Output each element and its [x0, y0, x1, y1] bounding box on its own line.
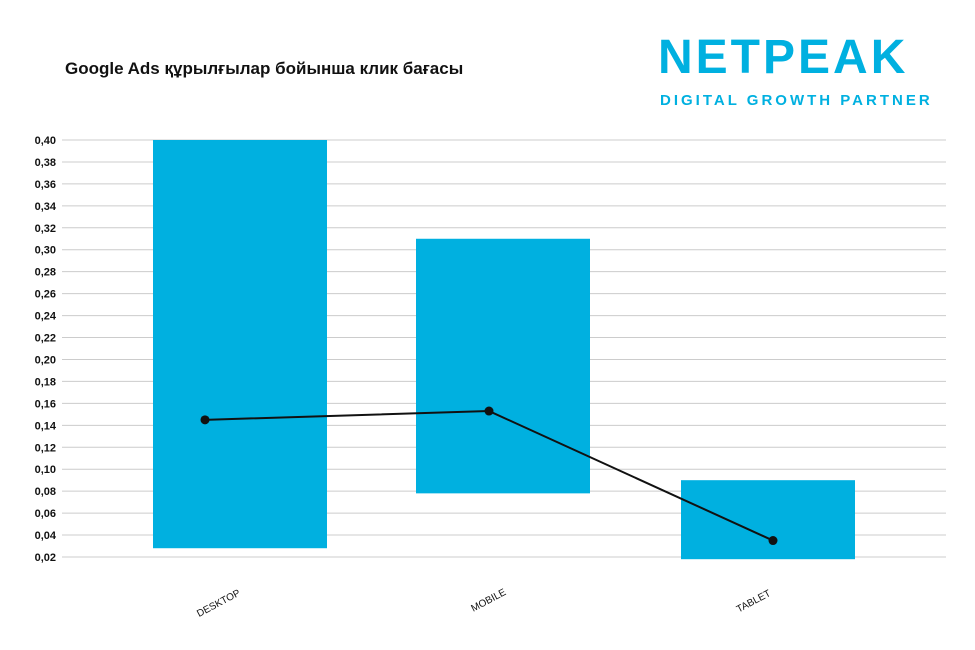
x-tick-label: DESKTOP	[195, 588, 242, 620]
y-tick-label: 0,14	[35, 420, 57, 432]
y-tick-label: 0,02	[35, 552, 56, 564]
y-tick-label: 0,12	[35, 442, 56, 454]
y-tick-label: 0,28	[35, 267, 56, 279]
brand-logo: NETPEAK DIGITAL GROWTH PARTNER	[658, 30, 948, 116]
line-point-mobile	[484, 406, 494, 416]
bar-mobile	[416, 238, 590, 494]
y-tick-label: 0,36	[35, 179, 56, 191]
y-tick-label: 0,06	[35, 508, 56, 520]
y-tick-label: 0,40	[35, 135, 56, 147]
y-tick-label: 0,22	[35, 333, 56, 345]
y-tick-label: 0,18	[35, 376, 56, 388]
y-tick-label: 0,30	[35, 245, 56, 257]
line-point-tablet	[768, 536, 778, 546]
y-tick-label: 0,10	[35, 464, 56, 476]
y-tick-label: 0,26	[35, 289, 56, 301]
x-tick-label: TABLET	[735, 588, 773, 615]
chart-title: Google Ads құрылғылар бойынша клик бағас…	[65, 59, 464, 78]
y-tick-label: 0,16	[35, 398, 56, 410]
logo-wordmark: NETPEAK	[658, 31, 909, 84]
y-tick-label: 0,24	[35, 311, 57, 323]
y-tick-label: 0,20	[35, 354, 56, 366]
y-tick-label: 0,38	[35, 157, 56, 169]
y-tick-label: 0,32	[35, 223, 56, 235]
y-tick-label: 0,04	[35, 530, 57, 542]
bar-tablet	[681, 480, 855, 560]
line-point-desktop	[200, 415, 210, 425]
logo-tagline: DIGITAL GROWTH PARTNER	[660, 92, 933, 109]
bar-desktop	[153, 140, 327, 549]
y-tick-label: 0,34	[35, 201, 57, 213]
x-tick-label: MOBILE	[470, 587, 509, 615]
y-tick-label: 0,08	[35, 486, 56, 498]
